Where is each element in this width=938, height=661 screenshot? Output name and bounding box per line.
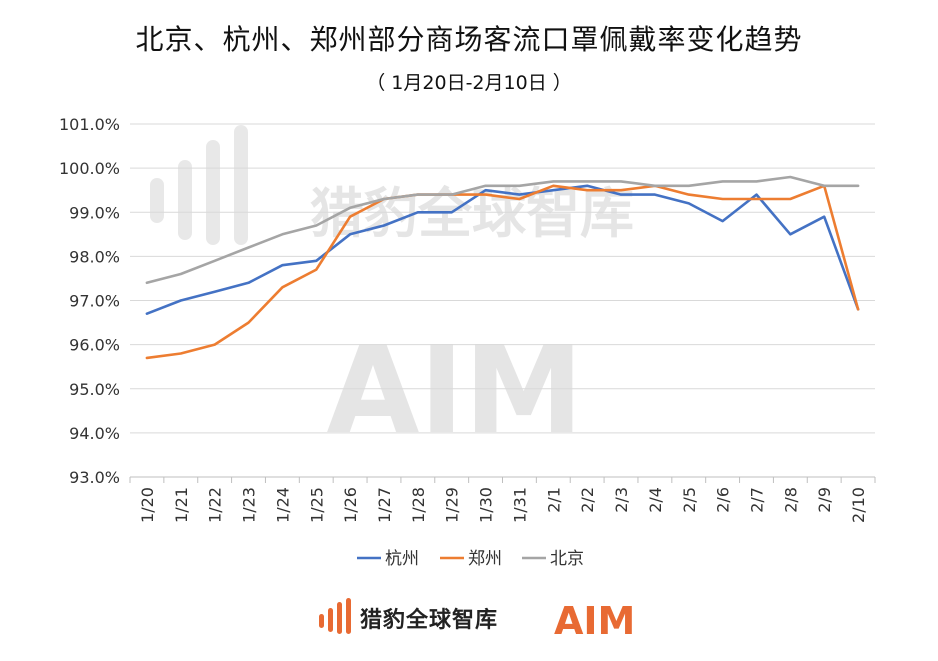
watermark-aim-text: AIM [327,322,584,461]
footer-brand-text: 猎豹全球智库 [360,608,499,633]
y-tick-label: 96.0% [69,336,120,355]
line-chart: 猎豹全球智库 AIM 93.0% 94.0% 95.0% 96.0% 97.0% 98.0… [59,115,876,569]
x-axis: 1/20 1/21 1/22 1/23 1/24 1/25 1/26 1/27 1/28 1/29… [129,477,876,523]
x-tick-label: 1/20 [138,487,157,523]
x-tick-label: 2/9 [815,487,834,513]
y-tick-label: 94.0% [69,424,120,443]
x-tick-label: 2/2 [578,487,597,513]
x-tick-label: 2/4 [646,487,665,513]
x-tick-label: 2/7 [747,487,766,513]
aim-logo: AIM [554,599,635,640]
x-tick-label: 1/22 [206,487,225,523]
watermark-logo-icon [150,125,248,245]
x-tick-label: 2/10 [849,487,868,523]
chart-title: 北京、杭州、郑州部分商场客流口罩佩戴率变化趋势 [135,23,803,56]
watermark-brand-text: 猎豹全球智库 [310,182,634,245]
y-tick-label: 97.0% [69,292,120,311]
series-line-杭州 [145,184,860,316]
x-tick-label: 1/29 [443,487,462,523]
aim-logo-text: AIM [554,599,635,640]
legend-label: 北京 [550,549,584,569]
chart-subtitle: （ 1月20日-2月10日 ） [366,72,572,94]
x-tick-label: 1/21 [172,487,191,523]
x-tick-label: 1/23 [240,487,259,523]
x-tick-label: 1/26 [341,487,360,523]
series-line-北京 [145,175,860,285]
x-tick-label: 2/3 [612,487,631,513]
y-tick-label: 99.0% [69,203,120,222]
y-tick-label: 100.0% [59,159,120,178]
series-line-郑州 [145,184,860,360]
x-tick-label: 1/25 [307,487,326,523]
footer-brand: 猎豹全球智库 AIM [0,596,938,646]
footer-logo: 猎豹全球智库 [318,598,498,638]
grid-lines [130,123,875,478]
x-tick-label: 2/5 [680,487,699,513]
y-tick-label: 95.0% [69,380,120,399]
x-tick-label: 2/1 [544,487,563,513]
x-tick-label: 1/30 [477,487,496,523]
cheetah-bars-icon [319,598,351,634]
series-lines [145,175,860,360]
watermark: 猎豹全球智库 AIM [150,125,634,461]
x-tick-label: 1/28 [409,487,428,523]
x-tick-label: 2/6 [714,487,733,513]
legend-label: 杭州 [385,549,419,569]
y-axis: 93.0% 94.0% 95.0% 96.0% 97.0% 98.0% 99.0% 100.0… [59,115,120,487]
x-tick-label: 1/24 [273,487,292,523]
y-tick-label: 101.0% [59,115,120,134]
legend-label: 郑州 [468,549,502,569]
x-tick-label: 1/27 [375,487,394,523]
legend: 杭州 郑州 北京 [357,549,584,569]
x-tick-label: 2/8 [781,487,800,513]
y-tick-label: 98.0% [69,247,120,266]
x-tick-label: 1/31 [510,487,529,523]
y-tick-label: 93.0% [69,468,120,487]
